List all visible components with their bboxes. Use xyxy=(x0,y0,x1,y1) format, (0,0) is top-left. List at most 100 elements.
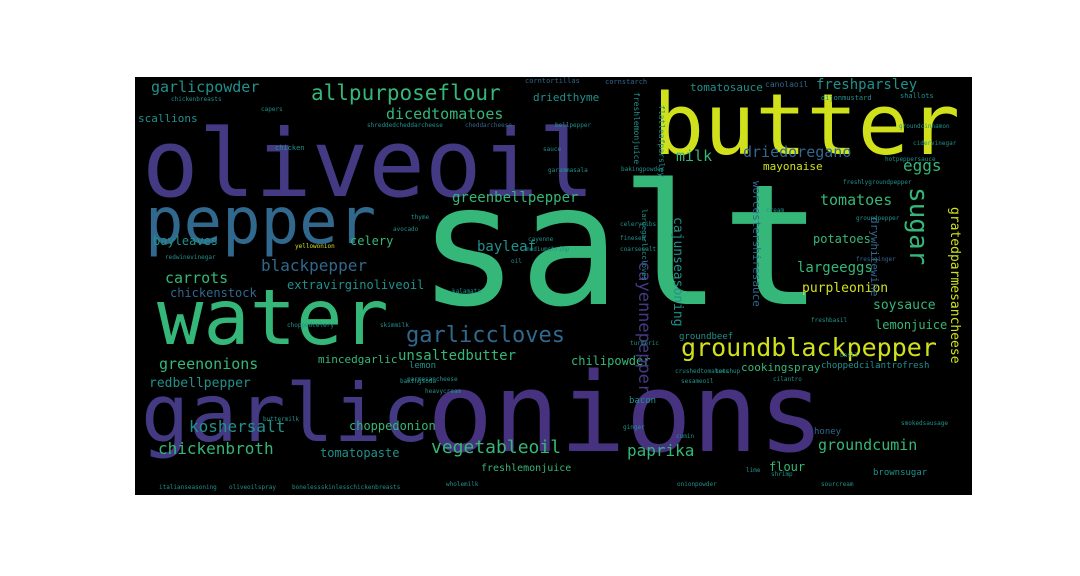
word: avocado xyxy=(393,226,419,233)
word: shallots xyxy=(900,92,934,100)
word: chickenstock xyxy=(170,286,257,300)
word: freshginger xyxy=(856,256,896,263)
word: cornstarch xyxy=(605,78,648,86)
word: groundbeef xyxy=(679,332,734,342)
word: heavycream xyxy=(425,388,462,395)
word: capers xyxy=(261,106,283,113)
word: oil xyxy=(511,258,522,265)
word: extravirginoliveoil xyxy=(287,278,425,292)
word: milk xyxy=(676,147,713,165)
word: italianseasoning xyxy=(159,484,217,491)
word: groundcinnamon xyxy=(899,123,950,130)
word: chicken xyxy=(275,144,305,152)
word: pepper xyxy=(145,185,377,259)
word: blackpepper xyxy=(261,256,367,275)
word: choppedcilantrofresh xyxy=(821,361,930,371)
word: sugar xyxy=(903,187,933,266)
word: mincedgarlic xyxy=(318,353,398,366)
word: hotpeppersauce xyxy=(885,156,936,163)
word: driedthyme xyxy=(533,91,600,104)
word: thyme xyxy=(411,214,430,221)
word: cayennepepper xyxy=(634,261,654,395)
word: dicedtomatoes xyxy=(386,105,504,123)
word: oliveoil xyxy=(142,110,595,219)
word: redwinevinegar xyxy=(165,254,216,261)
word: cajunseasoning xyxy=(670,217,685,327)
word: allpurposeflour xyxy=(311,81,501,105)
word: groundpepper xyxy=(856,215,900,222)
word: honey xyxy=(814,427,842,437)
word: cilantro xyxy=(773,376,802,383)
word: celeryribs xyxy=(620,221,657,228)
word: worcestershiresauce xyxy=(750,181,763,307)
word: garlic xyxy=(141,367,430,460)
word: groundcumin xyxy=(818,436,918,454)
word: purpleonion xyxy=(802,281,889,296)
word: turmeric xyxy=(630,340,659,347)
word: buttermilk xyxy=(263,416,300,423)
word: choppedcelery xyxy=(287,322,334,329)
word: mayonaise xyxy=(763,160,823,173)
word: sauce xyxy=(543,146,562,153)
word: bakingsoda xyxy=(400,378,437,385)
word: redbellpepper xyxy=(149,376,251,391)
word: finesea xyxy=(620,235,646,242)
word: tomatopaste xyxy=(320,446,400,460)
word: flour xyxy=(769,460,806,474)
word: basil xyxy=(840,352,859,359)
word: coarsesalt xyxy=(620,246,657,253)
word: celery xyxy=(350,234,394,248)
word: freshbasil xyxy=(811,317,848,324)
word: potatoes xyxy=(813,232,871,246)
word: cheddarcheese xyxy=(465,122,512,129)
word: parmesancheese xyxy=(407,376,458,383)
word: smokedsausage xyxy=(901,420,948,427)
word: bellpepper xyxy=(555,122,592,129)
word: gratedparmesancheese xyxy=(947,207,962,364)
word: paprika xyxy=(627,441,695,460)
word: bayleaf xyxy=(477,239,537,255)
word: greenbellpepper xyxy=(452,190,579,206)
word: onionpowder xyxy=(677,481,717,488)
word: lime xyxy=(746,467,761,474)
word: scallions xyxy=(138,112,198,125)
word: largeeggs xyxy=(797,260,873,276)
word: ketchup xyxy=(715,368,741,375)
word: yellowonion xyxy=(295,243,335,250)
word: bayleaves xyxy=(153,234,219,248)
word: carrots xyxy=(165,269,229,287)
word: eggs xyxy=(903,156,942,175)
word: tomatosauce xyxy=(690,81,763,94)
word: largegarliccloves xyxy=(640,209,648,281)
word: sourcream xyxy=(821,481,854,488)
word: choppedonion xyxy=(349,419,436,433)
word: chickenbreasts xyxy=(171,96,222,103)
word: freshlygroundpepper xyxy=(843,179,912,186)
word: cidervinegar xyxy=(913,140,957,147)
word: salt xyxy=(418,148,823,344)
word: wholemilk xyxy=(446,481,479,488)
word: onions xyxy=(427,349,825,477)
word: ginger xyxy=(623,424,645,431)
word: bakingpowder xyxy=(621,166,665,173)
word: corntortillas xyxy=(525,77,580,85)
word: dijonmustard xyxy=(821,94,872,102)
word: bacon xyxy=(629,396,657,406)
word: freshlemonjuice xyxy=(481,463,572,474)
word: crushedtomatoes xyxy=(675,368,730,375)
word: garliccloves xyxy=(406,323,565,348)
word: freshlemonjuice xyxy=(632,92,641,165)
word: kalamata xyxy=(452,288,481,295)
word: cookingspray xyxy=(741,361,821,374)
word: unsaltedbutter xyxy=(398,348,517,364)
word: driedoregano xyxy=(743,143,852,161)
word: tomatoes xyxy=(820,191,893,209)
word: lemon xyxy=(409,361,437,371)
word: cumin xyxy=(676,433,695,440)
word: cream xyxy=(766,207,785,214)
word: butter xyxy=(653,77,961,175)
word: cayenne xyxy=(528,236,554,243)
word: groundblackpepper xyxy=(681,333,937,362)
word: sesameoil xyxy=(681,378,714,385)
word: chilipowder xyxy=(571,354,651,368)
